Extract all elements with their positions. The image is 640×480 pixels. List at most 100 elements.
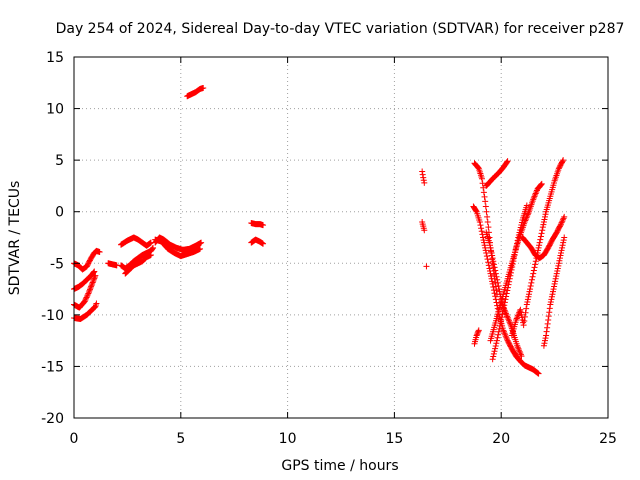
data-point — [518, 353, 525, 360]
data-point — [550, 286, 557, 293]
data-point — [495, 282, 502, 289]
data-point — [539, 224, 546, 231]
data-point — [492, 345, 499, 352]
data-point — [90, 276, 97, 283]
data-point — [532, 261, 539, 268]
data-point — [514, 312, 521, 319]
data-point — [560, 157, 567, 164]
data-point — [506, 275, 513, 282]
data-point — [545, 313, 552, 320]
data-point — [478, 225, 485, 232]
data-point — [485, 224, 492, 231]
data-point — [543, 328, 550, 335]
data-point — [516, 347, 523, 354]
data-point — [477, 222, 484, 229]
data-point — [83, 294, 90, 301]
data-point — [421, 179, 428, 186]
data-point — [93, 300, 100, 307]
data-point — [540, 219, 547, 226]
data-point — [476, 219, 483, 226]
data-point — [503, 336, 510, 343]
data-point — [487, 244, 494, 251]
data-point — [419, 171, 426, 178]
data-point — [483, 253, 490, 260]
y-tick-label: -5 — [50, 256, 64, 272]
data-point — [555, 260, 562, 267]
data-point — [149, 245, 156, 252]
data-point — [539, 227, 546, 234]
data-point — [500, 327, 507, 334]
data-point — [497, 319, 504, 326]
data-point — [492, 270, 499, 277]
data-point — [517, 226, 524, 233]
data-point — [498, 314, 505, 321]
data-point — [518, 311, 525, 318]
data-point — [538, 230, 545, 237]
x-tick-label: 5 — [176, 431, 185, 447]
data-point — [519, 314, 526, 321]
x-tick-label: 0 — [70, 431, 79, 447]
data-point — [552, 275, 559, 282]
data-point — [495, 331, 502, 338]
data-point — [474, 163, 481, 170]
y-axis-label: SDTVAR / TECUs — [7, 181, 23, 296]
data-point — [554, 268, 561, 275]
data-point — [556, 257, 563, 264]
data-point — [493, 273, 500, 280]
data-point — [499, 311, 506, 318]
data-point — [482, 247, 489, 254]
data-point — [91, 275, 98, 282]
data-point — [512, 249, 519, 256]
data-point — [551, 280, 558, 287]
data-point — [557, 222, 564, 229]
data-point — [505, 281, 512, 288]
data-point — [478, 228, 485, 235]
data-point — [516, 229, 523, 236]
data-point — [521, 318, 528, 325]
data-point — [505, 317, 512, 324]
data-point — [488, 249, 495, 256]
x-tick-label: 15 — [385, 431, 403, 447]
x-tick-label: 20 — [492, 431, 510, 447]
data-point — [84, 291, 91, 298]
data-point — [536, 239, 543, 246]
data-point — [507, 269, 514, 276]
data-point — [502, 331, 509, 338]
data-point — [487, 270, 494, 277]
data-point — [512, 246, 519, 253]
data-point — [492, 342, 499, 349]
data-point — [483, 208, 490, 215]
data-point — [501, 330, 508, 337]
data-point — [521, 313, 528, 320]
data-point — [532, 191, 539, 198]
data-point — [515, 231, 522, 238]
data-point — [530, 270, 537, 277]
data-point — [530, 196, 537, 203]
data-point — [485, 259, 492, 266]
data-point — [480, 237, 487, 244]
data-point — [560, 239, 567, 246]
data-point — [548, 293, 555, 300]
data-point — [85, 289, 92, 296]
data-point — [488, 247, 495, 254]
data-point — [527, 286, 534, 293]
data-point — [493, 287, 500, 294]
data-point — [484, 213, 491, 220]
data-point — [89, 279, 96, 286]
data-point — [507, 272, 514, 279]
data-point — [489, 252, 496, 259]
data-point — [553, 273, 560, 280]
data-point — [82, 295, 89, 302]
data-point — [517, 309, 524, 316]
data-point — [520, 322, 527, 329]
data-point — [486, 242, 493, 249]
data-point — [541, 213, 548, 220]
data-point — [515, 345, 522, 352]
data-point — [544, 324, 551, 331]
data-point — [421, 227, 428, 234]
y-tick-label: -10 — [41, 308, 64, 324]
data-point — [490, 350, 497, 357]
data-point — [549, 291, 556, 298]
data-point — [490, 284, 497, 291]
data-point — [92, 272, 99, 279]
